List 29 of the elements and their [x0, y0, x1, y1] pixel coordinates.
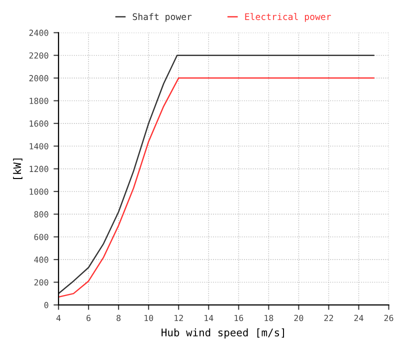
- legend-label: Shaft power: [132, 13, 192, 22]
- x-tick-label: 6: [86, 314, 91, 322]
- y-tick-label: 0: [44, 302, 48, 308]
- y-tick-label: 1400: [30, 143, 48, 150]
- x-tick-label: 14: [204, 314, 214, 322]
- y-tick-label: 1800: [30, 98, 48, 104]
- x-axis-title: Hub wind speed [m/s]: [162, 328, 284, 338]
- x-tick-label: 4: [56, 314, 61, 322]
- y-axis-title: [kW]: [13, 158, 22, 179]
- x-tick-label: 8: [116, 314, 121, 322]
- x-tick-label: 24: [354, 314, 364, 322]
- y-tick-label: 2400: [29, 30, 48, 36]
- y-tick-label: 2200: [29, 52, 48, 59]
- y-tick-label: 2000: [29, 75, 48, 82]
- y-tick-label: 600: [34, 234, 48, 240]
- y-tick-label: 1200: [30, 166, 48, 172]
- x-tick-label: 22: [324, 314, 334, 322]
- x-tick-label: 20: [294, 314, 304, 322]
- legend-label: Electrical power: [245, 13, 331, 22]
- y-tick-label: 1600: [30, 120, 48, 127]
- x-tick-label: 26: [384, 314, 394, 322]
- y-tick-label: 1000: [30, 188, 48, 195]
- x-tick-label: 12: [174, 314, 183, 322]
- y-tick-label: 200: [34, 279, 48, 286]
- x-tick-label: 10: [144, 314, 154, 322]
- x-tick-label: 16: [234, 314, 244, 322]
- y-tick-label: 800: [34, 211, 48, 218]
- x-tick-label: 18: [264, 314, 274, 322]
- y-tick-label: 400: [34, 256, 48, 263]
